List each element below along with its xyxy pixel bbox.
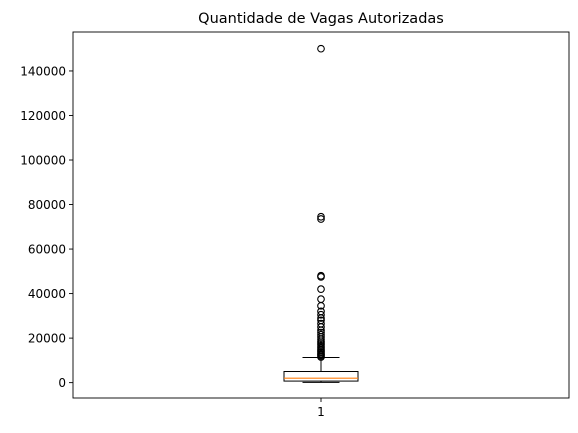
y-tick-label: 60000 [28, 243, 66, 257]
outlier-point [317, 330, 325, 339]
outlier-point [317, 215, 325, 223]
outlier-point [317, 316, 325, 325]
outlier-point [317, 328, 325, 337]
y-tick-label: 140000 [20, 64, 66, 78]
outlier-point [317, 285, 325, 293]
y-tick-label: 100000 [20, 154, 66, 168]
outlier-point [317, 44, 325, 53]
y-tick-label: 120000 [20, 109, 66, 123]
x-axis: 1 [317, 398, 325, 419]
y-tick-label: 0 [58, 376, 66, 390]
outlier-point [317, 212, 325, 221]
box-plot-marks [283, 44, 359, 383]
x-tick-label: 1 [317, 405, 325, 419]
chart-title: Quantidade de Vagas Autorizadas [198, 11, 444, 27]
outlier-point [317, 319, 325, 328]
outlier-point [317, 295, 325, 304]
y-tick-label: 20000 [28, 332, 66, 346]
outlier-point [317, 310, 325, 319]
outlier-point [317, 307, 325, 316]
outlier-point [317, 271, 325, 280]
y-axis: 0 20000 40000 60000 80000 100000 120000 140000 [20, 64, 73, 390]
y-tick-label: 80000 [28, 198, 66, 212]
iqr-box [283, 371, 359, 382]
y-tick-label: 40000 [28, 287, 66, 301]
